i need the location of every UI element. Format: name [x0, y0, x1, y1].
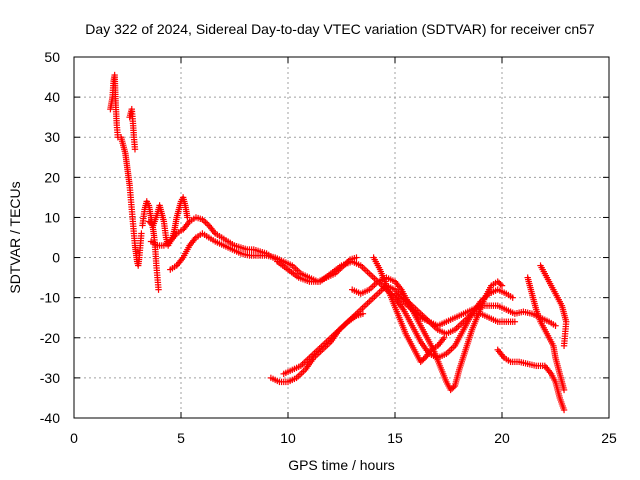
- series-track-c: [126, 105, 139, 153]
- grid: [74, 57, 609, 418]
- data-point: [450, 384, 457, 391]
- data-point: [184, 214, 191, 221]
- series-track-p: [537, 262, 570, 349]
- data-point: [560, 342, 568, 349]
- series-track-l: [370, 254, 448, 366]
- x-tick-label: 5: [177, 430, 185, 446]
- data-point: [560, 406, 568, 414]
- y-tick-label: -40: [40, 410, 60, 426]
- data-point: [497, 281, 504, 288]
- y-tick-label: -10: [40, 290, 60, 306]
- y-tick-label: -20: [40, 330, 60, 346]
- data-point: [498, 282, 506, 289]
- x-tick-label: 20: [494, 430, 510, 446]
- data-point: [353, 254, 360, 261]
- y-tick-label: 0: [52, 250, 60, 266]
- axis-ticks: 0 5 10 15 20 25 50 40 30 20 10 0 -10 -20 -30 -40: [40, 49, 617, 446]
- plot-points: [107, 71, 570, 414]
- x-tick-label: 0: [70, 430, 78, 446]
- x-tick-label: 15: [387, 430, 403, 446]
- y-tick-label: 50: [44, 49, 60, 65]
- series-track-b: [117, 134, 145, 269]
- x-tick-label: 10: [280, 430, 296, 446]
- data-point: [204, 220, 211, 228]
- y-tick-label: 30: [44, 129, 60, 145]
- series-track-j: [280, 282, 519, 378]
- chart-title: Day 322 of 2024, Sidereal Day-to-day VTE…: [85, 21, 595, 37]
- series-track-e: [145, 194, 191, 249]
- series-track-o: [524, 274, 568, 394]
- data-point: [441, 334, 448, 341]
- data-point: [552, 322, 559, 329]
- data-point: [509, 294, 516, 301]
- y-tick-label: 40: [44, 89, 60, 105]
- y-axis-label: SDTVAR / TECUs: [7, 181, 23, 293]
- plot-frame: [73, 56, 610, 419]
- series-track-k: [349, 274, 506, 394]
- data-point: [359, 310, 367, 317]
- data-point: [511, 318, 519, 325]
- data-point: [202, 219, 209, 226]
- data-point: [138, 230, 145, 237]
- y-tick-label: 10: [44, 209, 60, 225]
- data-point: [155, 286, 162, 293]
- x-tick-label: 25: [601, 430, 617, 446]
- series-track-n: [494, 346, 568, 414]
- x-axis-label: GPS time / hours: [288, 457, 395, 473]
- y-tick-label: 20: [44, 169, 60, 185]
- y-tick-label: -30: [40, 370, 60, 386]
- series-track-m: [391, 290, 559, 329]
- series-track-a: [107, 71, 122, 141]
- data-point: [560, 386, 568, 394]
- data-point: [131, 146, 139, 153]
